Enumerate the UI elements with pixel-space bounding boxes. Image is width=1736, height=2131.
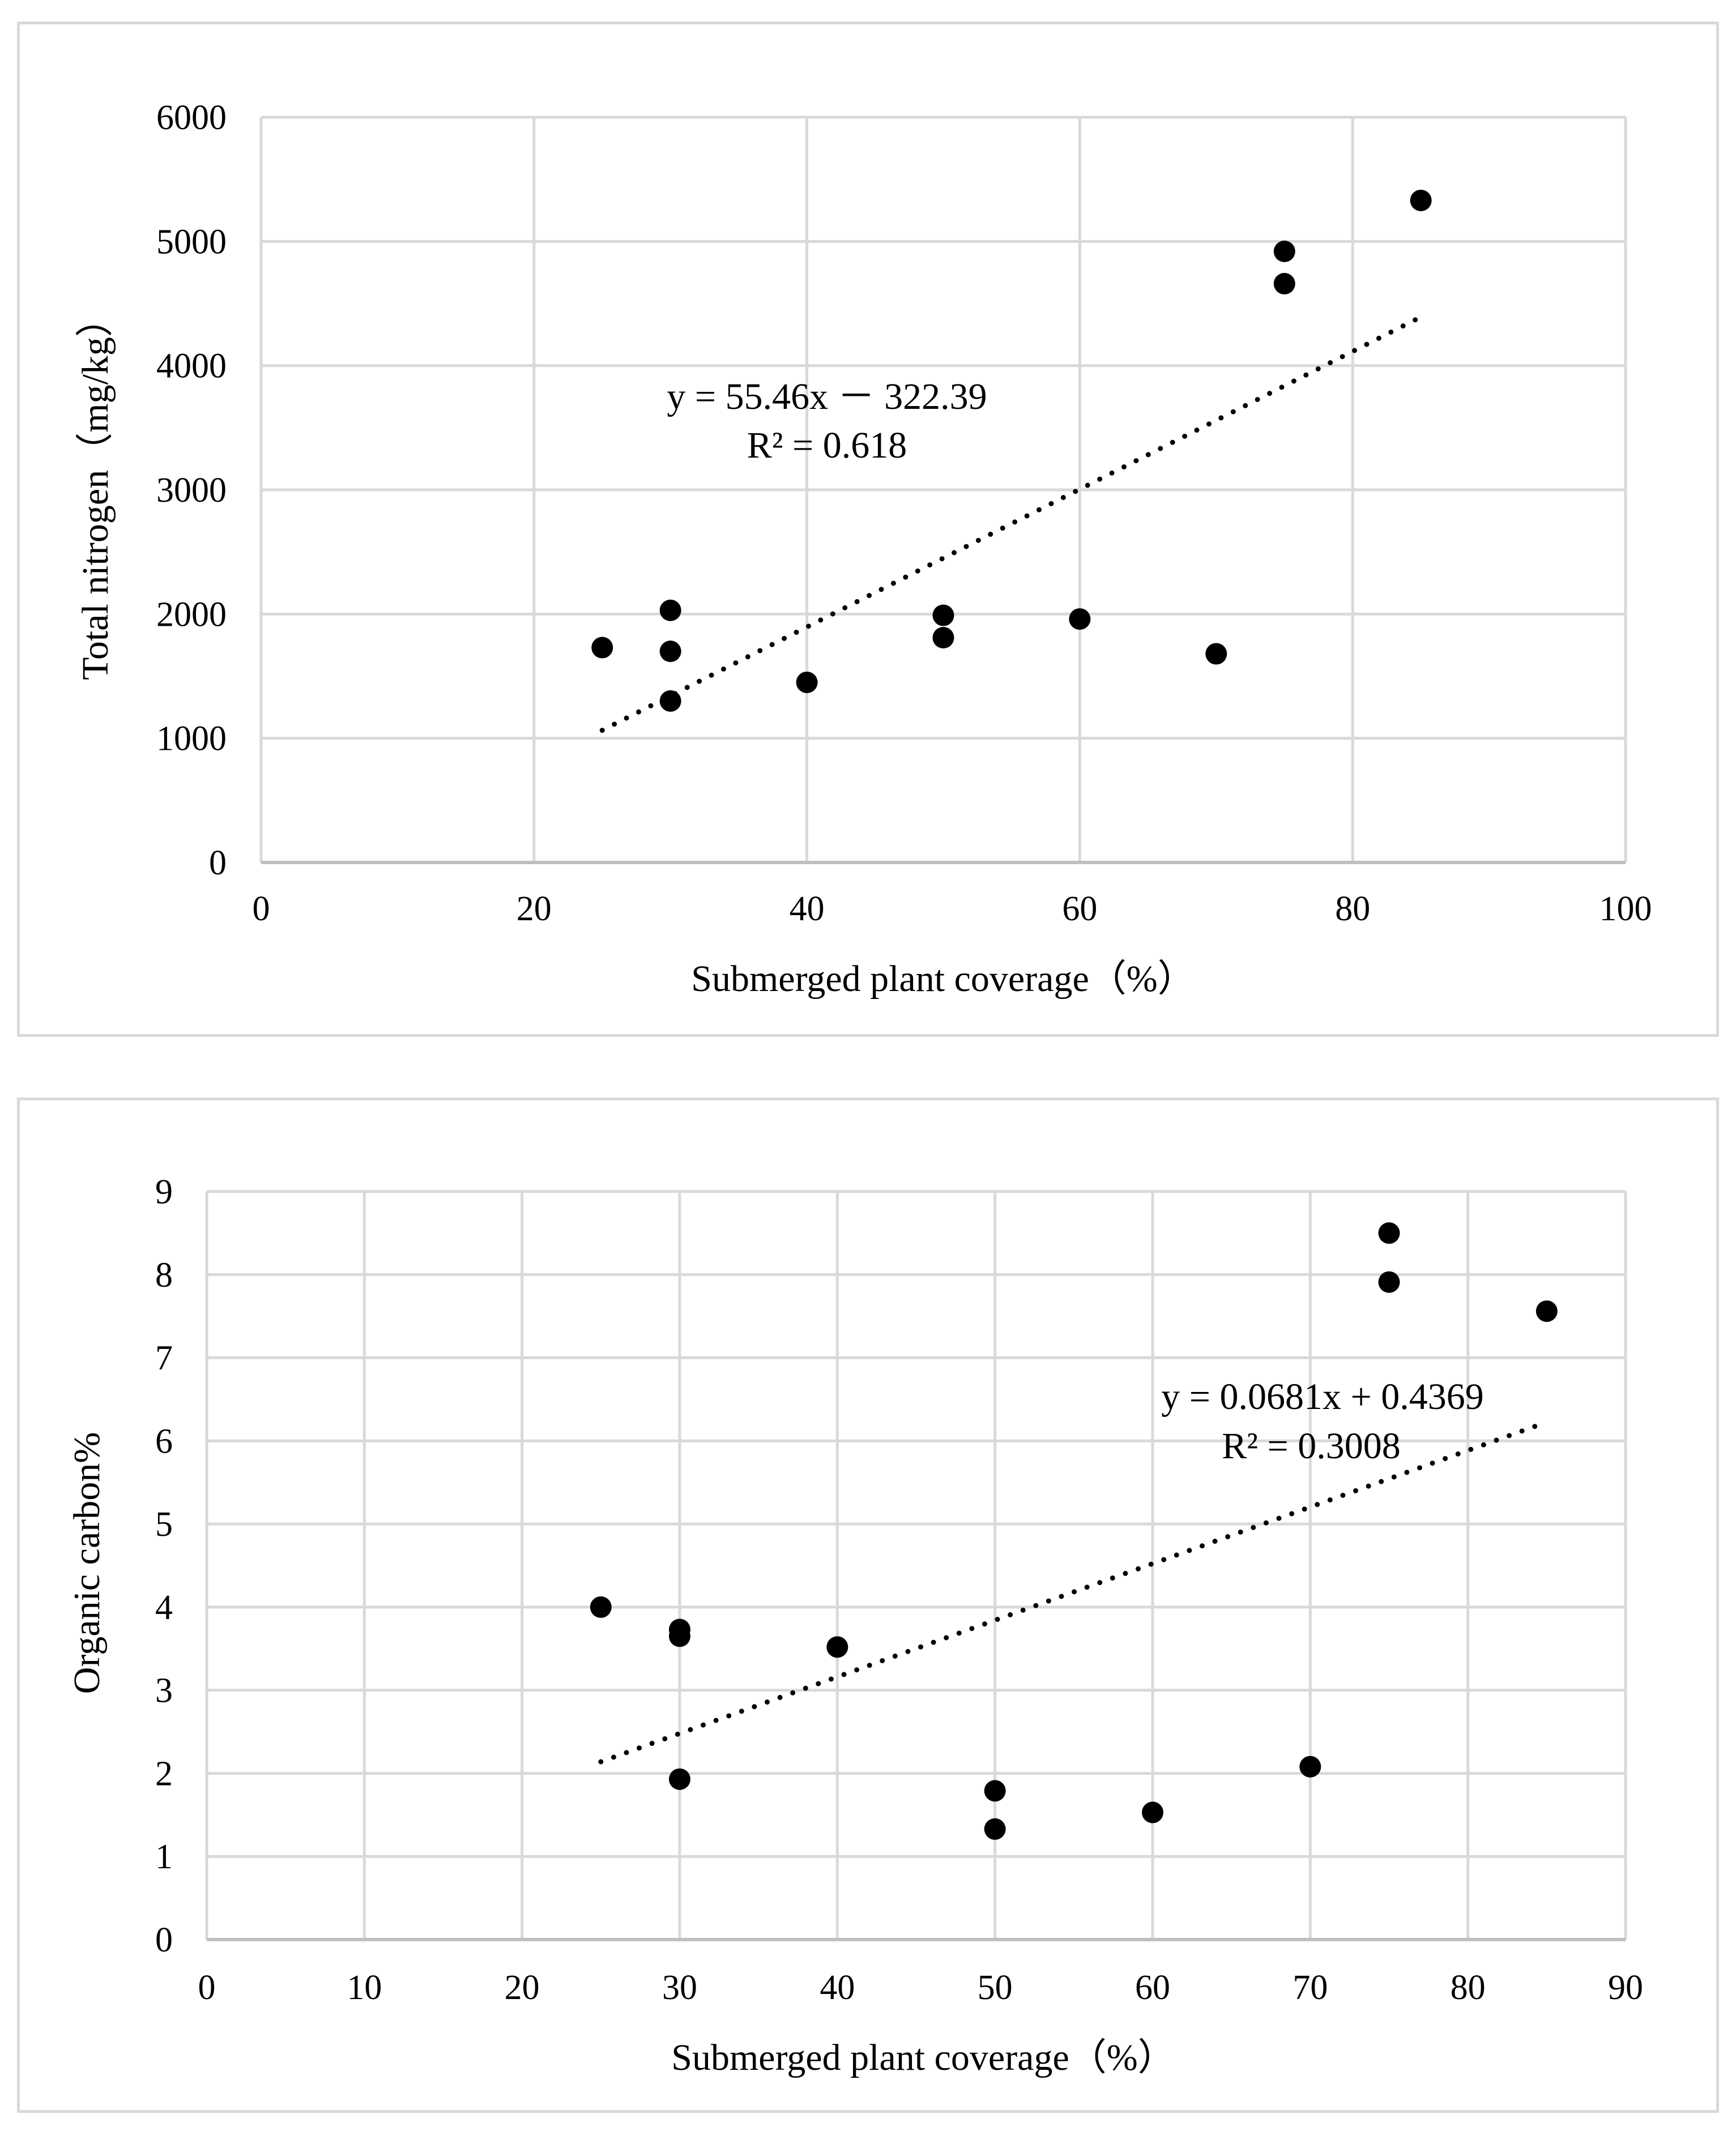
x-tick-label: 90	[1608, 1968, 1643, 2007]
x-tick-label: 30	[662, 1968, 697, 2007]
x-tick-label: 100	[1599, 890, 1652, 928]
y-axis-title: Organic carbon%	[66, 1432, 108, 1694]
y-tick-label: 0	[209, 844, 227, 882]
y-tick-label: 7	[155, 1339, 173, 1378]
total-nitrogen-chart: 0 20 40 60 80 1000100020003000400050006000Sub…	[75, 99, 1652, 1000]
r-squared-label: R² = 0.3008	[1222, 1425, 1401, 1467]
chart-panel-total-nitrogen	[17, 22, 1719, 1037]
data-point	[669, 1768, 690, 1790]
data-point	[591, 637, 613, 659]
organic-carbon-chart: 0 10 20 30 40 50 60 70 80 90 0 1 2 3 4 5 6 7 8 9 Submerged p…	[66, 1173, 1643, 2078]
trendline-equation: y = 55.46x － 322.39	[667, 376, 987, 417]
y-tick-label: 2	[155, 1754, 173, 1793]
data-point	[1273, 272, 1295, 294]
data-point	[1205, 643, 1227, 665]
y-tick-label: 6	[155, 1422, 173, 1460]
data-point	[1142, 1801, 1163, 1823]
x-tick-label: 70	[1293, 1968, 1328, 2007]
chart-panel-organic-carbon	[17, 1097, 1719, 2113]
data-point	[1273, 240, 1295, 262]
data-point	[1378, 1271, 1400, 1293]
y-tick-label: 8	[155, 1256, 173, 1295]
x-axis-title: Submerged plant coverage（%）	[671, 2037, 1175, 2078]
data-point	[1535, 1300, 1558, 1322]
data-point	[984, 1780, 1006, 1802]
data-point	[826, 1636, 848, 1658]
x-tick-label: 0	[253, 890, 270, 928]
y-tick-label: 5000	[156, 223, 227, 261]
data-point	[932, 627, 954, 649]
x-tick-label: 50	[978, 1968, 1013, 2007]
x-tick-label: 10	[347, 1968, 382, 2007]
x-tick-label: 60	[1135, 1968, 1170, 2007]
y-tick-label: 3	[155, 1672, 173, 1710]
x-tick-label: 80	[1451, 1968, 1486, 2007]
data-point	[659, 599, 681, 621]
y-tick-label: 1	[155, 1838, 173, 1876]
r-squared-label: R² = 0.618	[747, 425, 907, 466]
data-point	[1410, 189, 1432, 211]
data-point	[659, 690, 681, 712]
x-tick-label: 40	[820, 1968, 855, 2007]
data-point	[1299, 1756, 1321, 1778]
x-tick-label: 60	[1062, 890, 1097, 928]
data-point	[984, 1818, 1006, 1840]
data-point	[1378, 1222, 1400, 1244]
y-tick-label: 2000	[156, 595, 227, 634]
x-tick-label: 40	[790, 890, 825, 928]
x-tick-label: 20	[505, 1968, 540, 2007]
trendline	[598, 1419, 1550, 1765]
data-point	[796, 671, 818, 693]
y-tick-label: 0	[155, 1921, 173, 1959]
y-tick-label: 6000	[156, 99, 227, 137]
x-tick-label: 20	[517, 890, 552, 928]
data-point	[659, 640, 681, 663]
y-axis-title: Total nitrogen（mg/kg）	[75, 300, 116, 680]
data-point	[932, 604, 954, 626]
y-tick-label: 4000	[156, 347, 227, 386]
y-tick-label: 1000	[156, 720, 227, 758]
y-tick-label: 3000	[156, 471, 227, 510]
y-tick-label: 9	[155, 1173, 173, 1211]
x-tick-label: 80	[1335, 890, 1370, 928]
x-axis-title: Submerged plant coverage（%）	[691, 958, 1195, 1000]
y-tick-label: 4	[155, 1588, 173, 1627]
data-point	[669, 1625, 690, 1647]
data-point	[590, 1596, 612, 1618]
x-tick-label: 0	[198, 1968, 216, 2007]
y-tick-label: 5	[155, 1505, 173, 1544]
data-point	[1069, 608, 1091, 630]
trendline-equation: y = 0.0681x + 0.4369	[1161, 1376, 1483, 1417]
